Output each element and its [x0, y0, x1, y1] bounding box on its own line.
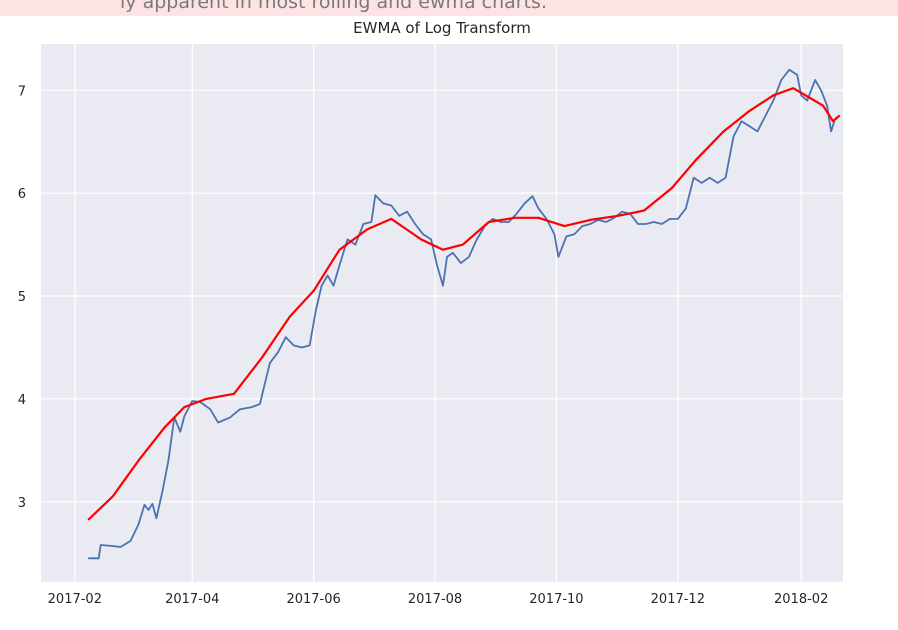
- y-tick-label: 6: [18, 187, 26, 202]
- series-line-2: [87, 87, 841, 521]
- chart-title: EWMA of Log Transform: [353, 19, 531, 37]
- series-layer: [87, 68, 841, 560]
- y-tick-label: 5: [18, 290, 26, 305]
- y-tick-label: 4: [18, 393, 26, 408]
- x-tick-label: 2017-08: [408, 592, 462, 607]
- x-tick-label: 2017-10: [529, 592, 583, 607]
- x-tick-label: 2017-06: [286, 592, 340, 607]
- x-tick-label: 2017-12: [651, 592, 705, 607]
- x-tick-label: 2017-04: [165, 592, 219, 607]
- grid: [41, 44, 843, 582]
- y-axis: 3 4 5 6 7: [18, 84, 26, 510]
- x-tick-label: 2018-02: [774, 592, 828, 607]
- plot-area: [41, 44, 843, 582]
- banner: ly apparent in most rolling and ewma cha…: [0, 0, 898, 16]
- y-tick-label: 7: [18, 84, 26, 99]
- x-tick-label: 2017-02: [48, 592, 102, 607]
- y-tick-label: 3: [18, 496, 26, 511]
- x-axis: 2017-02 2017-04 2017-06 2017-08 2017-10 2017-…: [48, 592, 829, 607]
- banner-text: ly apparent in most rolling and ewma cha…: [120, 0, 547, 13]
